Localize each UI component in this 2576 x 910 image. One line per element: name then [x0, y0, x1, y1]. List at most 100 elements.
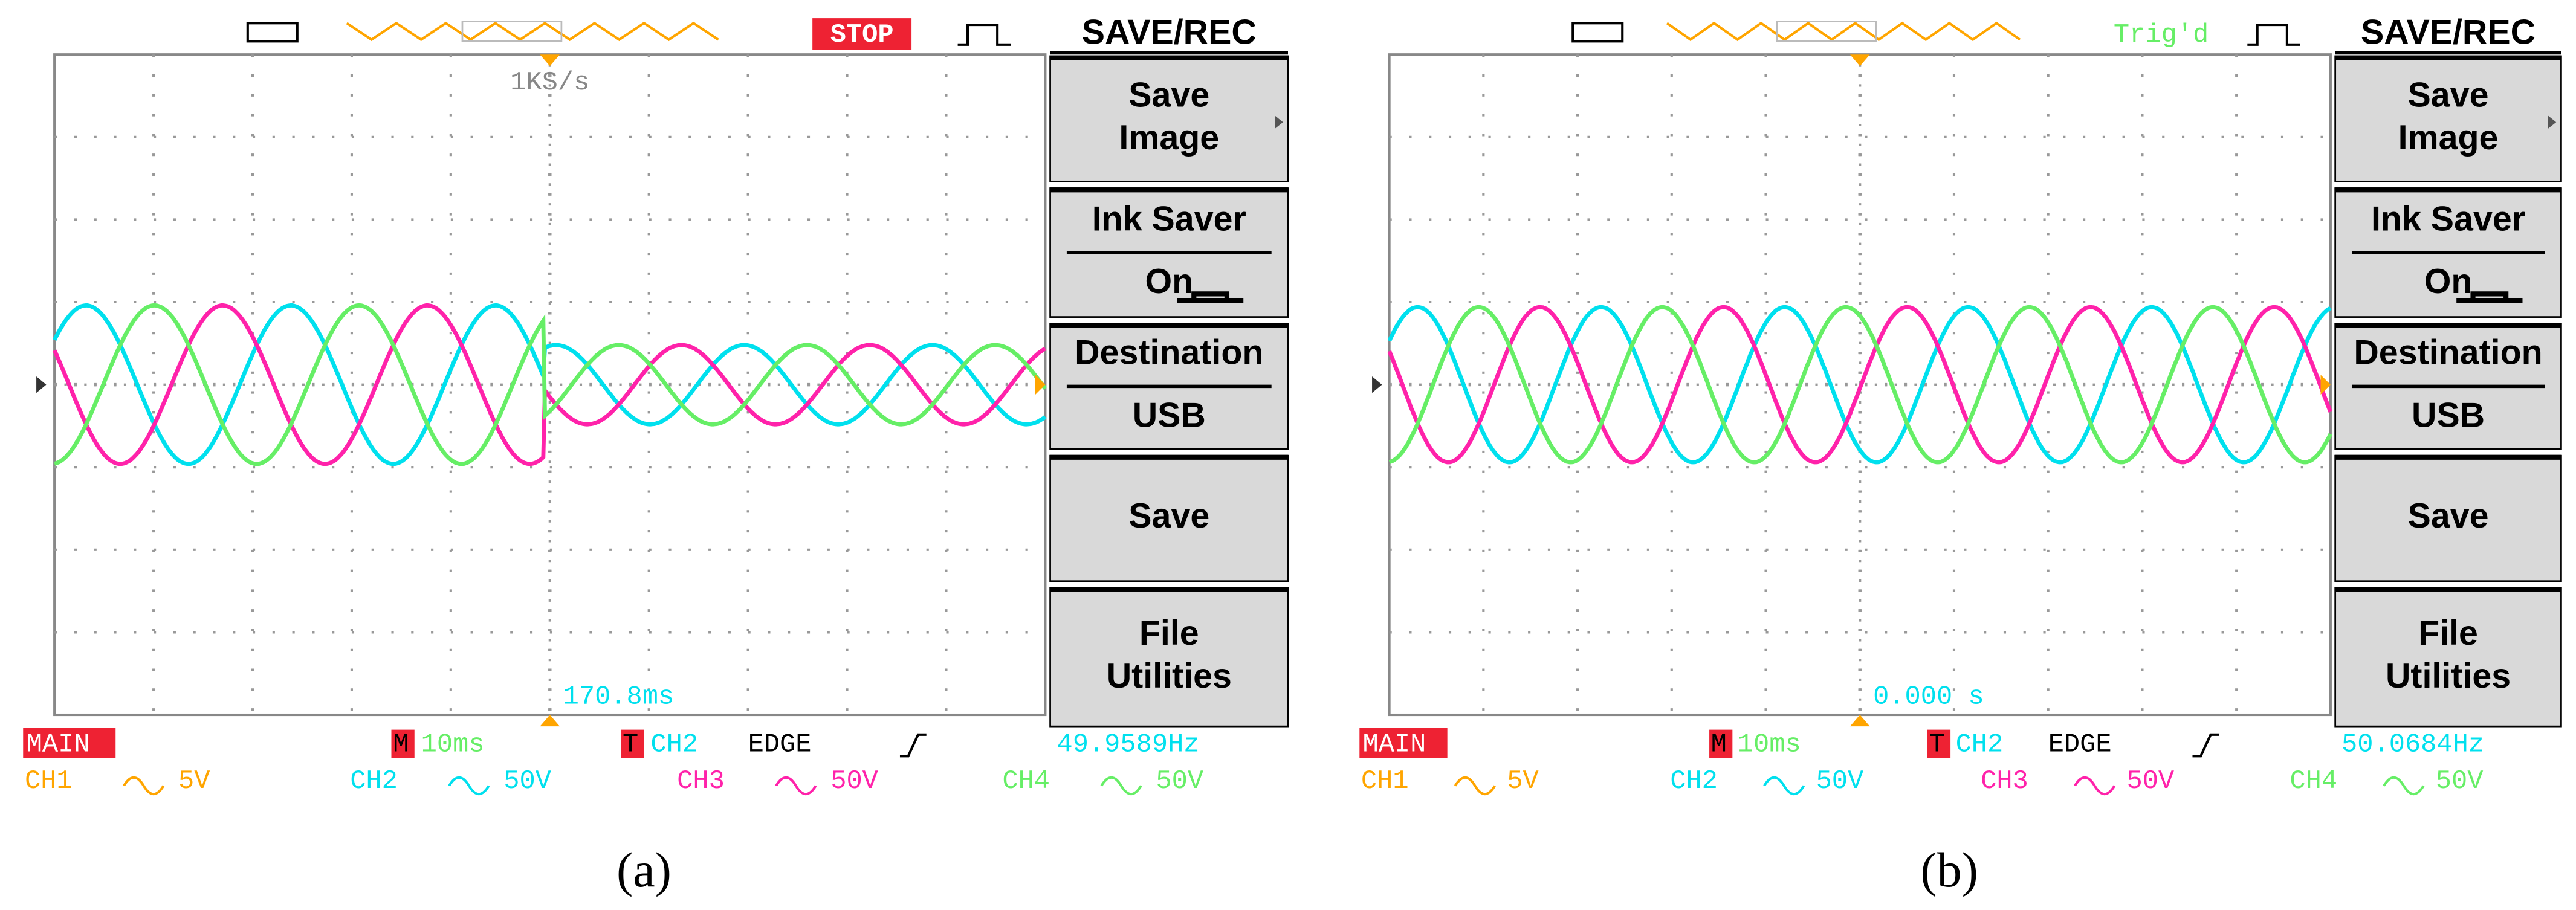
menu-title: SAVE/REC: [1082, 13, 1257, 52]
waveform: [1387, 305, 2332, 465]
menu-text: Destination: [2354, 334, 2542, 372]
mode: MAIN: [1362, 731, 1426, 760]
trigger-source: CH2: [650, 731, 698, 760]
channel-scale: 5V: [178, 767, 210, 796]
coupling-icon: [2074, 776, 2116, 796]
channel-name: CH4: [2290, 767, 2337, 796]
coupling-icon: [775, 776, 817, 796]
menu-text: Utilities: [2386, 657, 2511, 695]
slope-icon: [899, 733, 927, 758]
channel-name: CH2: [1670, 767, 1718, 796]
channel-scale: 50V: [2126, 767, 2174, 796]
coupling-icon: [1763, 776, 1805, 796]
frequency: 50.0684Hz: [2341, 731, 2484, 760]
channel-scale: 50V: [503, 767, 551, 796]
trigger-type: EDGE: [2048, 731, 2112, 760]
record-window: [461, 21, 563, 42]
trigger-position: 170.8ms: [563, 683, 675, 712]
marker-box: [391, 729, 415, 758]
trigger-level-marker: [2320, 375, 2331, 395]
ink-icon: [2456, 291, 2523, 303]
ground-marker: [36, 376, 47, 393]
caption: (b): [1920, 842, 1978, 897]
coupling-icon: [1454, 776, 1496, 796]
trigger-position: 0.000 s: [1873, 683, 1984, 712]
ink-icon: [1177, 291, 1244, 303]
trigger-icon: [2247, 23, 2300, 46]
menu-text: USB: [1133, 396, 1206, 434]
menu-text: Save: [2408, 76, 2489, 115]
record-window: [1776, 21, 1877, 42]
frequency: 49.9589Hz: [1057, 731, 1200, 760]
menu-text: Image: [1119, 118, 1219, 157]
trigger-source: CH2: [1956, 731, 2004, 760]
menu-text: Utilities: [1107, 657, 1232, 695]
channel-name: CH1: [25, 767, 73, 796]
channel-scale: 50V: [1156, 767, 1203, 796]
timebase: 10ms: [421, 731, 485, 760]
menu-button[interactable]: [2334, 454, 2562, 582]
menu-button[interactable]: [1049, 454, 1289, 582]
waveform: [1387, 305, 2332, 465]
channel-scale: 50V: [830, 767, 878, 796]
marker-box: [1709, 729, 1733, 758]
marker-box: [621, 729, 644, 758]
timebase: 10ms: [1738, 731, 1801, 760]
trigger-pos-marker: [1849, 54, 1870, 66]
menu-text: File: [1139, 614, 1199, 653]
status-box: [812, 18, 912, 50]
connection-icon: [246, 22, 299, 43]
menu-text: Ink Saver: [1092, 199, 1246, 238]
record-bar: [1666, 21, 2021, 42]
caption: (a): [616, 842, 672, 897]
slope-icon: [2192, 733, 2219, 758]
coupling-icon: [123, 776, 165, 796]
connection-icon: [1571, 22, 1624, 43]
channel-name: CH3: [677, 767, 725, 796]
menu-button[interactable]: [2334, 55, 2562, 182]
record-bar: [346, 21, 719, 42]
ground-marker: [1372, 376, 1382, 393]
trigger-marker: T: [623, 731, 638, 760]
menu-text: File: [2418, 614, 2478, 653]
sample-rate: 1KS/s: [510, 68, 589, 98]
menu-text: On: [1145, 262, 1193, 301]
timebase-marker: M: [1711, 731, 1727, 760]
menu-text: Save: [2408, 497, 2489, 535]
status: STOP: [830, 21, 894, 50]
trigger-icon: [957, 23, 1011, 46]
channel-scale: 50V: [1816, 767, 1864, 796]
mode-box: [23, 728, 116, 758]
menu-title: SAVE/REC: [2361, 13, 2536, 52]
trigger-type: EDGE: [748, 731, 812, 760]
trigger-pos-marker: [540, 54, 560, 66]
waveform: [53, 303, 1047, 466]
channel-scale: 50V: [2436, 767, 2484, 796]
menu-text: Ink Saver: [2371, 199, 2525, 238]
trigger-pos-marker: [540, 715, 560, 727]
channel-name: CH2: [350, 767, 398, 796]
menu-text: Save: [1128, 497, 1209, 535]
coupling-icon: [448, 776, 490, 796]
channel-scale: 5V: [1507, 767, 1538, 796]
trigger-marker: T: [1929, 731, 1944, 760]
timebase-marker: M: [393, 731, 409, 760]
coupling-icon: [1100, 776, 1142, 796]
waveform: [54, 303, 1047, 466]
menu-text: USB: [2412, 396, 2485, 434]
submenu-arrow: [1275, 115, 1283, 129]
menu-text: Image: [2398, 118, 2499, 157]
menu-text: Destination: [1075, 334, 1263, 372]
menu-text: Save: [1128, 76, 1209, 115]
menu-button[interactable]: [1049, 55, 1289, 182]
submenu-arrow: [2548, 115, 2557, 129]
menu-button[interactable]: [2334, 587, 2562, 728]
status: Trig'd: [2114, 21, 2209, 50]
menu-button[interactable]: [1049, 587, 1289, 728]
trigger-level-marker: [1035, 375, 1046, 395]
trigger-pos-marker: [1849, 715, 1870, 727]
